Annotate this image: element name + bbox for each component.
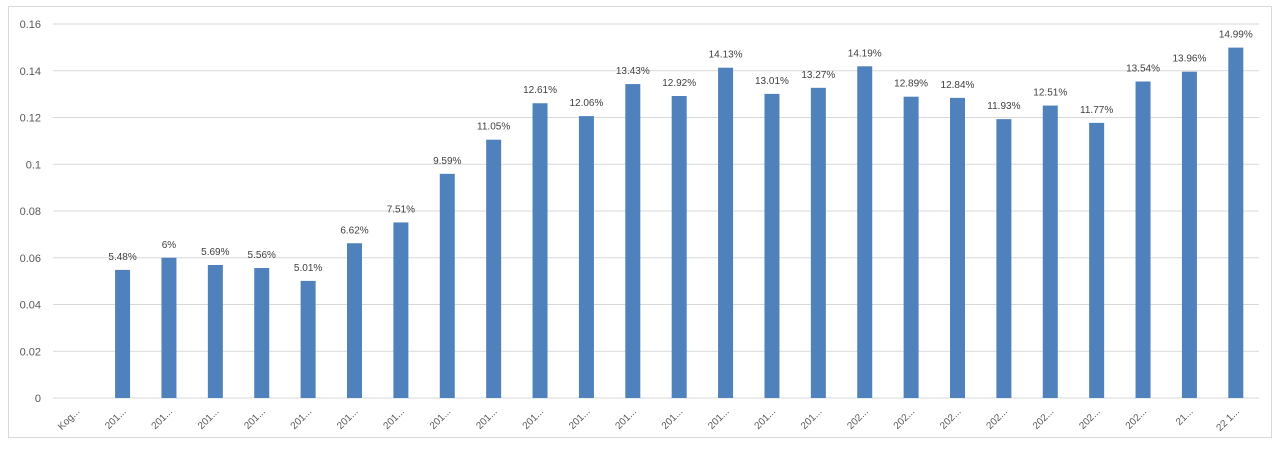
x-tick-label: 201...: [242, 406, 267, 431]
data-label: 5.01%: [294, 263, 322, 274]
y-tick-label: 0.04: [20, 300, 41, 312]
bar: [300, 280, 316, 398]
bar: [671, 95, 687, 399]
bar: [903, 96, 919, 398]
bar: [764, 93, 780, 399]
bars: [115, 47, 1244, 399]
bar: [1089, 122, 1105, 398]
data-label: 7.51%: [387, 204, 415, 215]
bar: [578, 116, 594, 398]
x-tick-label: 201...: [196, 406, 221, 431]
data-label: 13.96%: [1172, 54, 1206, 65]
data-label: 12.84%: [941, 80, 975, 91]
x-tick-label: 201...: [613, 406, 638, 431]
chart-frame: 0 0.02 0.04 0.06 0.08 0.1 0.12 0.14 0.16 5.48% 6%…: [8, 6, 1272, 438]
x-tick-label: 202...: [1077, 406, 1102, 431]
y-tick-label: 0.08: [20, 206, 41, 218]
y-tick-label: 0.12: [20, 113, 41, 125]
data-label: 12.92%: [662, 78, 696, 89]
x-tick-label: 202...: [985, 406, 1010, 431]
data-label: 13.01%: [755, 76, 789, 87]
data-label: 5.48%: [108, 252, 136, 263]
data-labels: 5.48% 6% 5.69% 5.56% 5.01% 6.62% 7.51% 9.59% 11.…: [108, 30, 1252, 274]
x-tick-label: 201...: [567, 406, 592, 431]
bar: [161, 257, 177, 398]
bar: [996, 119, 1012, 398]
y-tick-label: 0.16: [20, 19, 41, 31]
data-label: 9.59%: [433, 156, 461, 167]
data-label: 14.19%: [848, 48, 882, 59]
x-tick-label: 201...: [521, 406, 546, 431]
data-label: 5.56%: [248, 250, 276, 261]
data-label: 6%: [162, 240, 177, 251]
bar-chart: 0 0.02 0.04 0.06 0.08 0.1 0.12 0.14 0.16 5.48% 6%…: [20, 19, 1259, 434]
gridlines: [53, 23, 1259, 399]
data-label: 13.54%: [1126, 64, 1160, 75]
bar: [1181, 71, 1197, 398]
x-tick-label: 201...: [103, 406, 128, 431]
x-tick-label: 202...: [1124, 406, 1149, 431]
x-tick-label: 202...: [892, 406, 917, 431]
data-label: 14.99%: [1219, 30, 1253, 41]
data-label: 12.51%: [1033, 88, 1067, 99]
x-tick-label: 201...: [799, 406, 824, 431]
y-tick-label: 0.1: [26, 159, 41, 171]
data-label: 12.06%: [569, 98, 603, 109]
data-label: 11.77%: [1080, 105, 1113, 116]
x-tick-label: 201...: [428, 406, 453, 431]
x-tick-label: 201...: [660, 406, 685, 431]
y-axis-ticks: 0 0.02 0.04 0.06 0.08 0.1 0.12 0.14 0.16: [20, 19, 41, 405]
x-axis-ticks: Kog... 201... 201... 201... 201... 201... 201.…: [56, 406, 1242, 433]
bar: [393, 222, 409, 398]
data-label: 11.93%: [987, 101, 1020, 112]
x-tick-label: Kog...: [56, 406, 82, 432]
data-label: 12.61%: [523, 85, 557, 96]
data-label: 13.27%: [801, 70, 835, 81]
x-tick-label: 201...: [150, 406, 175, 431]
bar: [347, 243, 362, 398]
bar: [1042, 105, 1058, 399]
bar: [1135, 81, 1151, 398]
bar: [254, 268, 270, 398]
bar: [950, 97, 965, 399]
bar: [718, 67, 734, 399]
bar: [625, 84, 641, 398]
x-tick-label: 21...: [1174, 406, 1196, 428]
x-tick-label: 202...: [938, 406, 963, 431]
data-label: 14.13%: [709, 50, 743, 61]
x-tick-label: 201...: [474, 406, 499, 431]
bar: [1228, 47, 1244, 398]
y-tick-label: 0: [35, 393, 41, 405]
data-label: 11.05%: [477, 122, 510, 133]
x-tick-label: 202...: [1031, 406, 1056, 431]
x-tick-label: 22 1...: [1214, 406, 1241, 433]
x-tick-label: 201...: [289, 406, 314, 431]
x-tick-label: 201...: [706, 406, 731, 431]
bar: [115, 269, 131, 398]
y-tick-label: 0.06: [20, 253, 41, 265]
y-tick-label: 0.02: [20, 346, 41, 358]
bar: [439, 173, 455, 398]
bar: [857, 66, 873, 398]
x-tick-label: 201...: [335, 406, 360, 431]
data-label: 6.62%: [340, 225, 368, 236]
data-label: 5.69%: [201, 247, 229, 258]
bar: [486, 139, 502, 399]
x-tick-label: 201...: [753, 406, 778, 431]
data-label: 12.89%: [894, 79, 928, 90]
data-label: 13.43%: [616, 66, 650, 77]
x-tick-label: 202...: [845, 406, 870, 431]
x-tick-label: 201...: [382, 406, 407, 431]
y-tick-label: 0.14: [20, 66, 41, 78]
bar: [810, 87, 826, 398]
bar: [207, 264, 223, 398]
bar: [532, 103, 548, 399]
